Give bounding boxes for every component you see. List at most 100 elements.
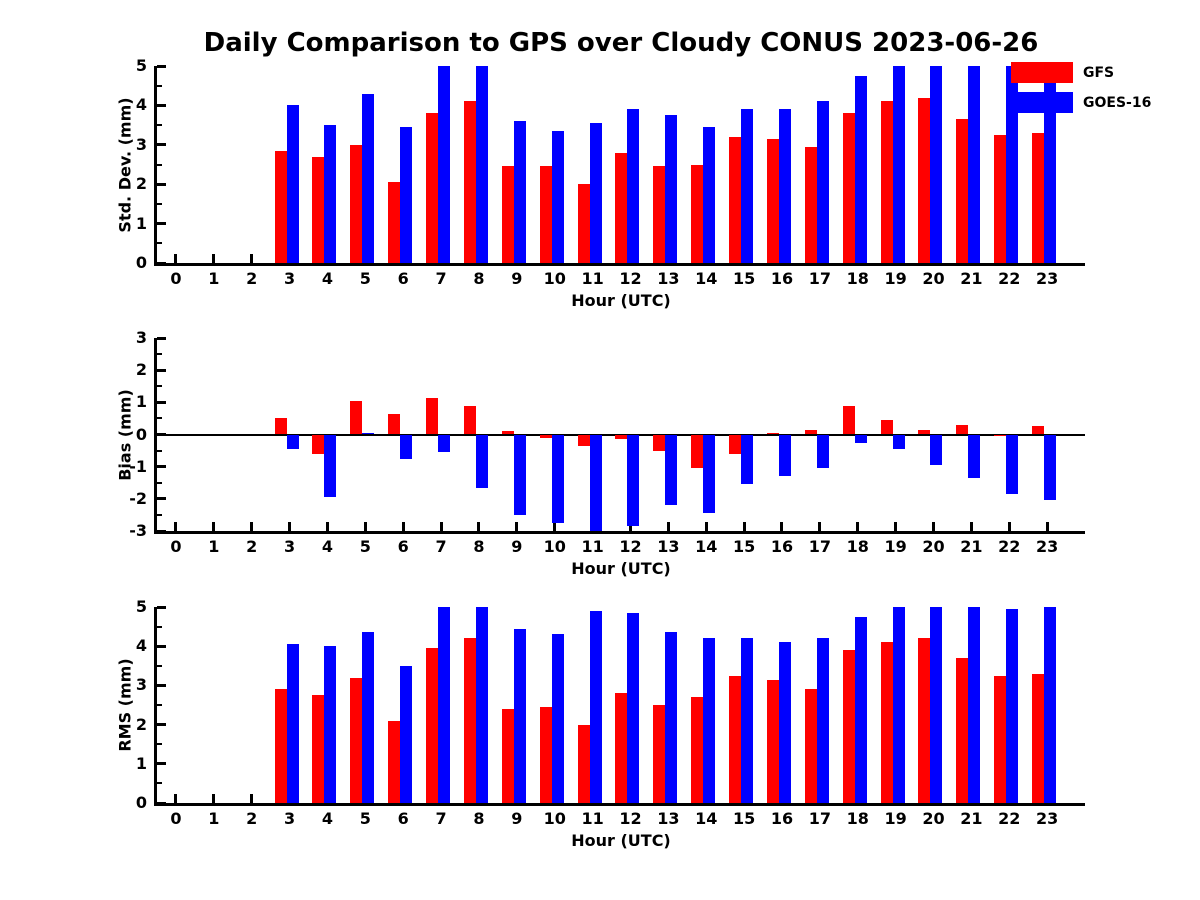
bar-goes16-hour-5 bbox=[362, 632, 375, 803]
y-axis-minor-tick bbox=[157, 743, 162, 746]
y-axis-tick bbox=[157, 336, 166, 340]
y-axis-tick bbox=[157, 182, 166, 186]
x-tick-label: 15 bbox=[732, 809, 756, 828]
x-tick-label: 16 bbox=[770, 537, 794, 556]
x-tick-label: 14 bbox=[695, 269, 718, 288]
bar-goes16-hour-9 bbox=[513, 121, 526, 263]
bar-gfs-hour-10 bbox=[539, 166, 552, 263]
bias-panel: 3 2 1 0 -1 -2 -3 0 1 2 3 4 5 6 7 8 9 10 11 12 13 14 15 16 17 18 19… bbox=[116, 328, 1085, 578]
bar-goes16-hour-15 bbox=[741, 109, 754, 263]
bar-gfs-hour-3 bbox=[274, 150, 287, 263]
y-axis-label: RMS (mm) bbox=[115, 658, 135, 752]
legend-swatch-goes16 bbox=[1011, 92, 1073, 113]
x-tick-label: 8 bbox=[473, 809, 485, 828]
y-axis-tick bbox=[157, 762, 166, 766]
x-tick-label: 12 bbox=[619, 809, 642, 828]
x-tick-label: 1 bbox=[208, 269, 220, 288]
bar-gfs-hour-12 bbox=[615, 693, 628, 803]
y-tick-label: 1 bbox=[135, 392, 147, 412]
bar-goes16-hour-19 bbox=[892, 66, 905, 263]
bar-gfs-hour-9 bbox=[501, 708, 514, 803]
bar-gfs-hour-8 bbox=[463, 101, 476, 263]
x-tick-label: 9 bbox=[511, 537, 523, 556]
x-tick-label: 13 bbox=[657, 269, 680, 288]
x-axis-tick bbox=[894, 522, 898, 531]
x-tick-label: 12 bbox=[619, 537, 642, 556]
x-tick-label: 13 bbox=[657, 809, 680, 828]
y-tick-label: -3 bbox=[129, 521, 147, 540]
y-axis-tick bbox=[157, 222, 166, 226]
bar-gfs-hour-4 bbox=[312, 695, 325, 803]
bar-goes16-hour-18 bbox=[854, 75, 867, 263]
bar-goes16-hour-20 bbox=[930, 66, 943, 263]
x-tick-label: 1 bbox=[208, 537, 220, 556]
bar-goes16-hour-16 bbox=[778, 434, 791, 477]
x-axis-label: Hour (UTC) bbox=[571, 559, 671, 578]
y-axis-tick bbox=[157, 368, 166, 372]
y-axis-tick bbox=[157, 529, 166, 533]
bar-goes16-hour-11 bbox=[589, 123, 602, 263]
x-tick-label: 2 bbox=[246, 537, 258, 556]
y-axis-tick bbox=[157, 497, 166, 501]
bar-goes16-hour-11 bbox=[589, 610, 602, 803]
bar-gfs-hour-20 bbox=[918, 638, 931, 803]
x-tick-label: 5 bbox=[359, 809, 371, 828]
x-tick-label: 6 bbox=[397, 809, 409, 828]
bar-gfs-hour-22 bbox=[994, 675, 1007, 803]
x-tick-label: 22 bbox=[998, 537, 1021, 556]
x-tick-label: 12 bbox=[619, 269, 642, 288]
x-tick-label: 20 bbox=[922, 809, 945, 828]
x-tick-label: 18 bbox=[846, 269, 869, 288]
x-axis-tick bbox=[477, 522, 481, 531]
bar-goes16-hour-8 bbox=[475, 607, 488, 803]
x-tick-label: 10 bbox=[543, 809, 566, 828]
bar-gfs-hour-19 bbox=[880, 642, 893, 803]
bar-gfs-hour-11 bbox=[577, 184, 590, 263]
bar-gfs-hour-5 bbox=[350, 677, 363, 803]
bar-gfs-hour-14 bbox=[691, 434, 704, 469]
y-tick-label: 3 bbox=[135, 328, 147, 347]
bar-gfs-hour-7 bbox=[426, 113, 439, 263]
bar-gfs-hour-9 bbox=[501, 166, 514, 263]
y-tick-label: 0 bbox=[135, 424, 147, 444]
bar-goes16-hour-23 bbox=[1044, 607, 1057, 803]
x-axis-tick bbox=[363, 522, 367, 531]
x-tick-label: 16 bbox=[770, 809, 794, 828]
bar-goes16-hour-23 bbox=[1044, 434, 1057, 501]
bar-goes16-hour-4 bbox=[324, 434, 337, 498]
x-tick-label: 7 bbox=[435, 269, 447, 288]
x-tick-label: 0 bbox=[170, 269, 182, 288]
bar-goes16-hour-19 bbox=[892, 607, 905, 803]
x-axis-tick bbox=[174, 794, 178, 803]
y-axis-tick bbox=[157, 801, 166, 805]
y-axis-tick bbox=[157, 465, 166, 469]
bar-goes16-hour-7 bbox=[438, 66, 451, 263]
y-axis-minor-tick bbox=[157, 202, 162, 205]
y-axis-minor-tick bbox=[157, 353, 162, 356]
bar-goes16-hour-8 bbox=[475, 66, 488, 263]
x-tick-label: 9 bbox=[511, 809, 523, 828]
x-tick-label: 23 bbox=[1035, 809, 1059, 828]
bar-goes16-hour-4 bbox=[324, 125, 337, 263]
bar-goes16-hour-7 bbox=[438, 434, 451, 453]
bar-gfs-hour-4 bbox=[312, 434, 325, 454]
y-axis-minor-tick bbox=[157, 704, 162, 706]
bar-gfs-hour-20 bbox=[918, 97, 931, 263]
y-tick-label: 4 bbox=[135, 95, 147, 115]
y-tick-label: 4 bbox=[135, 636, 147, 656]
x-tick-label: 11 bbox=[581, 269, 604, 288]
x-axis-tick bbox=[174, 254, 178, 263]
bar-goes16-hour-4 bbox=[324, 646, 337, 803]
x-tick-label: 8 bbox=[473, 537, 485, 556]
bar-goes16-hour-18 bbox=[854, 616, 867, 803]
x-tick-label: 2 bbox=[246, 809, 258, 828]
x-axis-tick bbox=[818, 522, 822, 531]
y-axis-minor-tick bbox=[157, 782, 162, 785]
bar-gfs-hour-18 bbox=[842, 405, 855, 435]
bar-goes16-hour-3 bbox=[286, 105, 299, 263]
bar-goes16-hour-10 bbox=[551, 634, 564, 803]
x-tick-label: 6 bbox=[397, 537, 409, 556]
y-axis-tick bbox=[157, 103, 166, 107]
bar-gfs-hour-12 bbox=[615, 152, 628, 263]
y-axis-minor-tick bbox=[157, 124, 162, 127]
